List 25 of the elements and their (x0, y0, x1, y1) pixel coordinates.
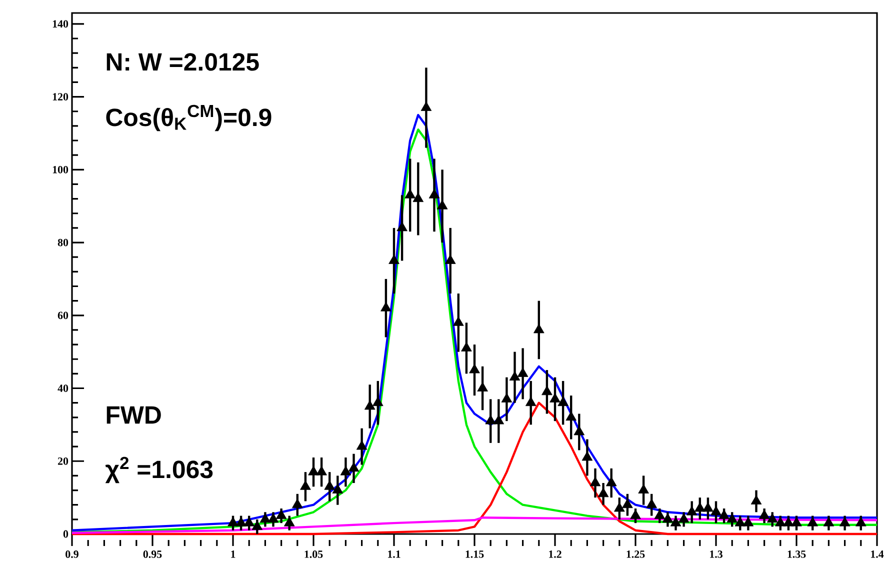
y-tick-label: 140 (52, 20, 68, 28)
y-tick-label: 20 (58, 457, 68, 465)
annotation: Cos(θ$_{K}$$^{CM}$)=0.9 (106, 104, 272, 132)
x-tick-label: 0.95 (143, 550, 162, 558)
line-series (70, 516, 878, 534)
y-tick-label: 80 (58, 238, 68, 246)
y-tick-label: 0 (63, 530, 68, 538)
x-tick-label: 1.35 (788, 550, 806, 558)
annotation: χ$^{2}$ =1.063 (105, 456, 213, 484)
x-tick-label: 1.2 (549, 550, 562, 558)
x-tick-label: 1.1 (388, 550, 400, 558)
x-tick-label: 1.25 (626, 550, 645, 558)
x-tick-label: 1 (231, 550, 236, 558)
y-tick-label: 120 (52, 93, 68, 100)
x-tick-label: 1.3 (710, 550, 722, 558)
x-tick-label: 0.9 (66, 550, 78, 558)
y-tick-label: 100 (52, 166, 68, 174)
annotation: FWD (106, 406, 161, 424)
x-tick-label: 1.05 (304, 550, 323, 558)
y-tick-label: 40 (58, 384, 68, 392)
y-tick-label: 60 (58, 312, 68, 320)
x-tick-label: 1.15 (466, 550, 484, 558)
annotation: N: W =2.0125 (106, 53, 259, 71)
line-series (70, 402, 878, 536)
x-tick-label: 1.4 (871, 550, 884, 558)
